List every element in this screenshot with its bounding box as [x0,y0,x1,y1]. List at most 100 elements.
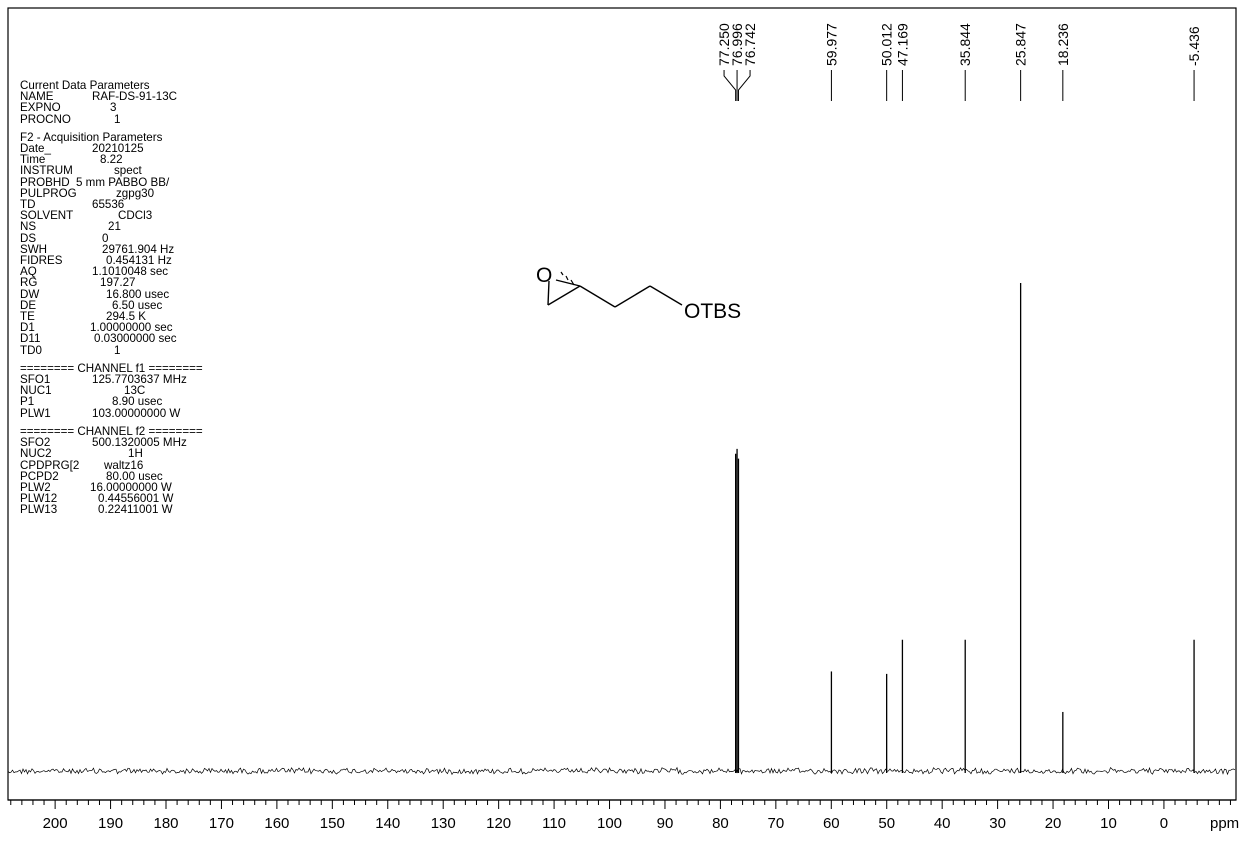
parameter-key: D11 [20,332,41,346]
parameter-key: PLW1 [20,406,51,420]
parameter-row: SFO1 125.7703637 MHz [20,373,260,387]
epoxide-bond-o-c2 [555,279,581,287]
parameter-value: 1 [114,343,121,357]
parameter-row: NAME RAF-DS-91-13C [20,90,260,104]
parameter-key: NS [20,220,37,234]
x-axis-unit: ppm [1210,815,1239,832]
peak-label: 35.844 [957,23,973,66]
x-tick-label: 80 [712,815,729,832]
parameter-row: PCPD2 80.00 usec [20,469,260,483]
parameter-row: DE 6.50 usec [20,298,260,312]
parameter-key: PCPD2 [20,469,59,483]
parameter-key: TD0 [20,343,42,357]
parameter-row: DS 0 [20,231,260,245]
parameter-value: 1 [114,112,121,126]
parameter-key: Date_ [20,142,51,156]
parameter-row: FIDRES 0.454131 Hz [20,254,260,268]
parameter-row: DW 16.800 usec [20,288,260,300]
chain-bond-1 [579,285,616,308]
parameter-value: 80.00 usec [106,469,163,483]
parameter-key: NUC2 [20,447,52,461]
peak-label: 76.742 [742,23,758,66]
parameter-row: AQ 1.1010048 sec [20,265,260,279]
parameter-key: INSTRUM [20,164,73,178]
parameter-row: PULPROG zgpg30 [20,186,260,200]
parameter-value: 13C [124,384,146,398]
parameter-value: 0.454131 Hz [106,254,172,268]
chain-bond-3 [649,285,683,306]
parameter-value: 1.00000000 sec [90,321,173,335]
parameter-row: PLW13 0.22411001 W [20,504,260,516]
peak-label: 50.012 [879,23,895,66]
parameter-row: NUC1 13C [20,384,260,398]
x-tick-label: 130 [431,815,456,832]
parameter-value: 1.1010048 sec [92,265,169,279]
parameter-key: P1 [20,395,35,409]
parameter-row: PLW2 16.00000000 W [20,481,260,493]
parameter-row: INSTRUM spect [20,164,260,178]
x-tick-label: 140 [375,815,400,832]
parameter-key: TD [20,198,36,212]
epoxide-oxygen-label: O [536,264,552,287]
parameter-key: SOLVENT [20,209,74,223]
otbs-label: OTBS [684,300,741,323]
parameter-value: 0.03000000 sec [94,332,177,346]
parameter-value: RAF-DS-91-13C [92,90,178,104]
acquisition-parameters: F2 - Acquisition Parameters Date_ 2021012… [20,130,260,357]
parameter-value: 0.44556001 W [98,492,174,506]
x-tick-label: 180 [153,815,178,832]
parameter-key: TE [20,310,35,324]
parameter-row: D11 0.03000000 sec [20,332,260,346]
parameter-row: NUC2 1H [20,447,260,461]
parameter-row: EXPNO 3 [20,101,260,115]
peak-label: -5.436 [1186,26,1202,66]
parameter-row: Time 8.22 [20,153,260,167]
parameter-row: TD0 1 [20,343,260,357]
parameter-key: PROCNO [20,112,71,126]
parameter-row: NS 21 [20,220,260,234]
x-tick-label: 100 [597,815,622,832]
parameter-value: CDCl3 [118,209,153,223]
peak-label: 18.236 [1055,23,1071,66]
x-tick-label: 40 [934,815,951,832]
x-tick-label: 110 [542,815,566,832]
group-title: F2 - Acquisition Parameters [20,130,163,144]
parameter-value: 125.7703637 MHz [92,373,187,387]
parameter-value: 103.00000000 W [92,406,181,420]
parameter-row: P1 8.90 usec [20,395,260,409]
peak-label: 77.250 [716,23,732,66]
parameter-value: 5 mm PABBO BB/ [76,175,170,189]
current-data-parameters: Current Data Parameters NAME RAF-DS-91-13… [20,80,260,125]
x-tick-label: 30 [989,815,1006,832]
parameter-key: PLW12 [20,492,58,506]
channel-f1-parameters: ======== CHANNEL f1 ======== SFO1 125.770… [20,362,260,420]
parameter-row: PLW12 0.44556001 W [20,492,260,506]
x-tick-label: 70 [768,815,785,832]
parameter-key: SFO2 [20,436,51,450]
parameter-row: D1 1.00000000 sec [20,321,260,335]
x-tick-label: 20 [1045,815,1062,832]
parameter-key: Time [20,153,46,167]
parameter-row: CPDPRG[2 waltz16 [20,459,260,471]
peak-label: 59.977 [823,23,839,66]
parameter-value: spect [114,164,142,178]
parameter-key: D1 [20,321,35,335]
group-title: Current Data Parameters [20,80,150,92]
parameter-key: EXPNO [20,101,61,115]
channel-f2-parameters: ======== CHANNEL f2 ======== SFO2 500.132… [20,425,260,516]
parameter-value: zgpg30 [116,186,155,200]
x-tick-label: 150 [320,815,345,832]
parameter-key: FIDRES [20,254,63,268]
parameter-value: 0 [102,231,109,245]
parameter-key: RG [20,276,38,290]
parameter-key: SWH [20,242,48,256]
parameter-key: NAME [20,90,54,104]
x-tick-label: 160 [264,815,289,832]
parameters-panel: Current Data Parameters NAME RAF-DS-91-13… [20,80,260,670]
parameter-value: 6.50 usec [112,298,163,312]
x-tick-label: 60 [823,815,840,832]
x-tick-label: 50 [878,815,895,832]
peak-label-leader [723,70,737,101]
parameter-key: SFO1 [20,373,51,387]
parameter-row: PROCNO 1 [20,112,260,126]
